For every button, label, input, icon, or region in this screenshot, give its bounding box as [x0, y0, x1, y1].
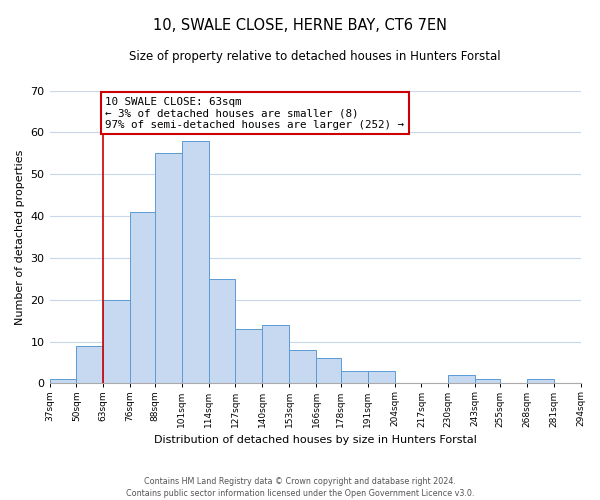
Bar [341, 371, 368, 384]
X-axis label: Distribution of detached houses by size in Hunters Forstal: Distribution of detached houses by size … [154, 435, 476, 445]
Bar [368, 371, 395, 384]
Bar [155, 154, 182, 384]
Bar [209, 279, 235, 384]
Bar [103, 300, 130, 384]
Bar [50, 379, 76, 384]
Bar [448, 375, 475, 384]
Y-axis label: Number of detached properties: Number of detached properties [15, 150, 25, 324]
Text: 10, SWALE CLOSE, HERNE BAY, CT6 7EN: 10, SWALE CLOSE, HERNE BAY, CT6 7EN [153, 18, 447, 32]
Text: Contains HM Land Registry data © Crown copyright and database right 2024.
Contai: Contains HM Land Registry data © Crown c… [126, 476, 474, 498]
Bar [475, 379, 500, 384]
Title: Size of property relative to detached houses in Hunters Forstal: Size of property relative to detached ho… [129, 50, 501, 63]
Bar [262, 325, 289, 384]
Bar [182, 140, 209, 384]
Bar [235, 329, 262, 384]
Bar [527, 379, 554, 384]
Bar [130, 212, 155, 384]
Text: 10 SWALE CLOSE: 63sqm
← 3% of detached houses are smaller (8)
97% of semi-detach: 10 SWALE CLOSE: 63sqm ← 3% of detached h… [106, 97, 404, 130]
Bar [289, 350, 316, 384]
Bar [316, 358, 341, 384]
Bar [76, 346, 103, 384]
